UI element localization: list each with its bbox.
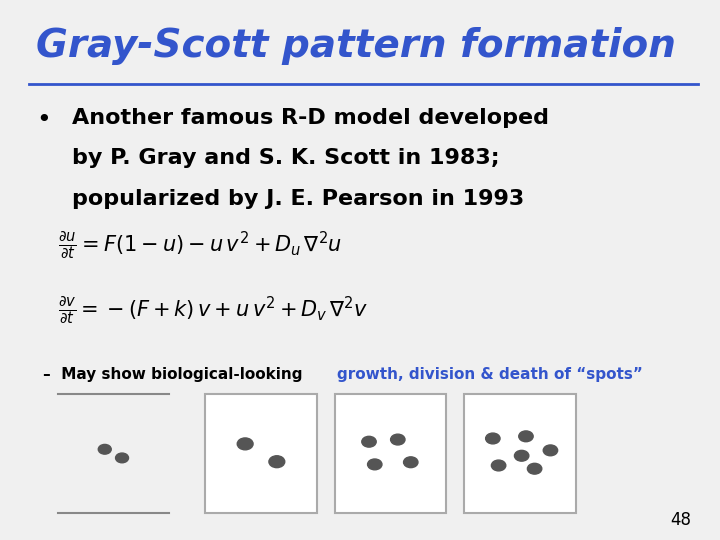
- Text: 48: 48: [670, 511, 691, 529]
- Circle shape: [368, 459, 382, 470]
- Bar: [464, 394, 576, 513]
- Circle shape: [269, 456, 285, 468]
- Text: by P. Gray and S. K. Scott in 1983;: by P. Gray and S. K. Scott in 1983;: [72, 148, 500, 168]
- Circle shape: [115, 453, 129, 463]
- Text: $\frac{\partial u}{\partial t} = F(1-u) - u\,v^2 + D_u\,\nabla^2 u$: $\frac{\partial u}{\partial t} = F(1-u) …: [58, 230, 342, 261]
- Bar: [335, 394, 446, 513]
- Circle shape: [403, 457, 418, 468]
- Text: popularized by J. E. Pearson in 1993: popularized by J. E. Pearson in 1993: [72, 189, 524, 209]
- Circle shape: [544, 445, 558, 456]
- Text: $\frac{\partial v}{\partial t} = -(F+k)\,v + u\,v^2 + D_v\,\nabla^2 v$: $\frac{\partial v}{\partial t} = -(F+k)\…: [58, 294, 368, 326]
- Circle shape: [518, 431, 534, 442]
- Text: Gray-Scott pattern formation: Gray-Scott pattern formation: [36, 27, 676, 65]
- Bar: [205, 394, 317, 513]
- Circle shape: [98, 444, 111, 454]
- Circle shape: [527, 463, 542, 474]
- Text: growth, division & death of “spots”: growth, division & death of “spots”: [337, 367, 643, 382]
- Circle shape: [514, 450, 528, 461]
- Circle shape: [492, 460, 505, 471]
- Circle shape: [237, 438, 253, 450]
- Text: •: •: [36, 108, 50, 132]
- Text: –  May show biological-looking: – May show biological-looking: [43, 367, 308, 382]
- Circle shape: [391, 434, 405, 445]
- Circle shape: [361, 436, 376, 447]
- Text: Another famous R-D model developed: Another famous R-D model developed: [72, 108, 549, 128]
- Circle shape: [485, 433, 500, 444]
